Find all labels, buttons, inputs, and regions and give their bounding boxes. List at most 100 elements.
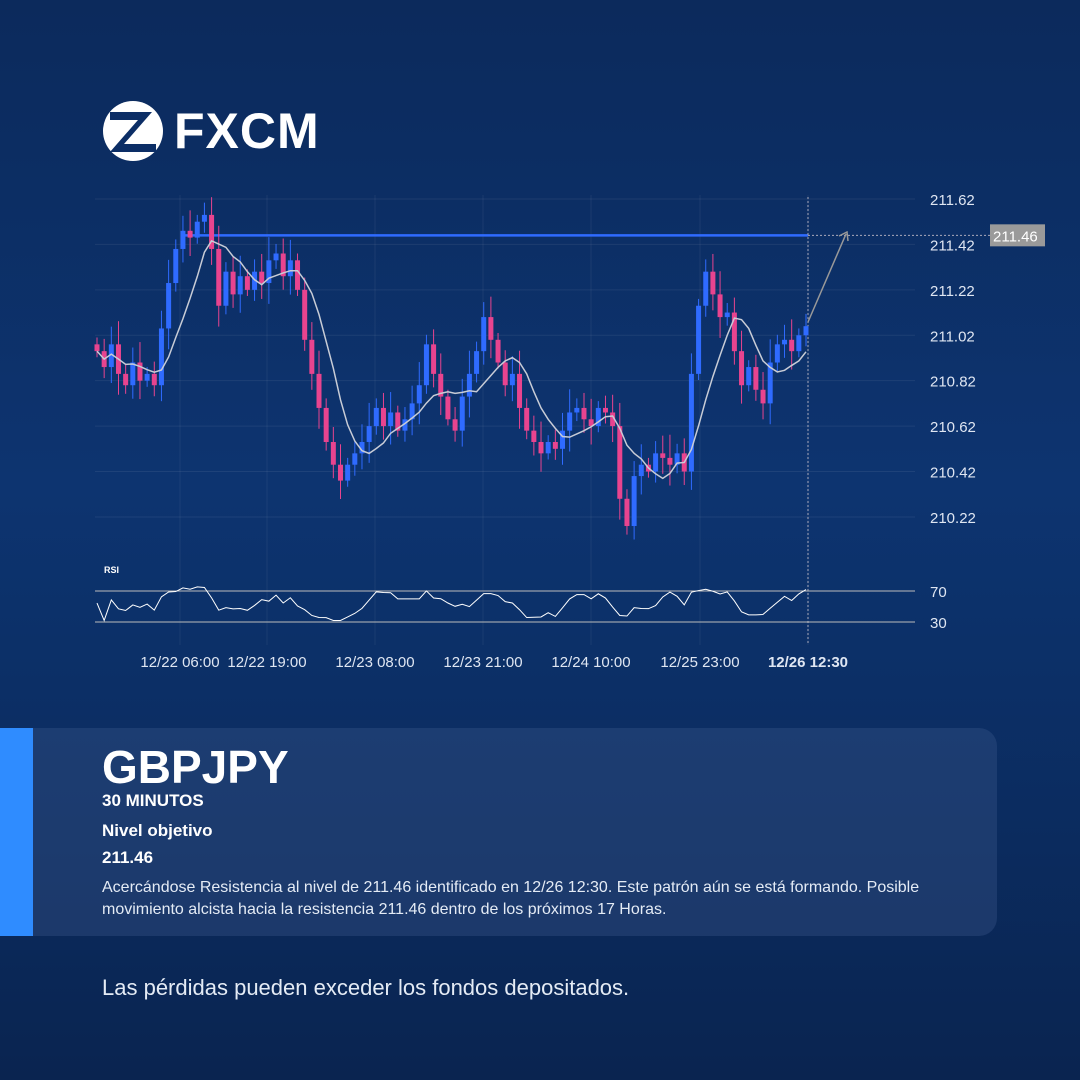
- candle-body: [187, 230, 193, 238]
- y-tick-label: 211.62: [930, 192, 975, 209]
- candle-body: [703, 271, 709, 306]
- candle-body: [302, 289, 308, 340]
- candle-body: [531, 430, 537, 442]
- candle-body: [509, 373, 515, 386]
- x-tick-label: 12/23 21:00: [443, 654, 522, 671]
- candle-body: [459, 396, 465, 431]
- candle-body: [180, 230, 186, 249]
- candle-body: [252, 271, 258, 290]
- candle-body: [266, 260, 272, 284]
- candle-body: [624, 498, 630, 527]
- candle-body: [273, 253, 279, 261]
- candle-body: [395, 412, 401, 431]
- resistance-price-badge: [990, 224, 1045, 247]
- x-tick-label: 12/23 08:00: [335, 654, 414, 671]
- candle-body: [696, 305, 702, 374]
- candle-body: [538, 441, 544, 454]
- candle-body: [173, 248, 179, 284]
- y-tick-label: 211.42: [930, 237, 975, 254]
- candle-body: [309, 339, 315, 374]
- candle-body: [796, 335, 802, 352]
- candle-body: [380, 407, 386, 427]
- symbol: GBPJPY: [102, 741, 289, 793]
- candle-body: [760, 389, 766, 404]
- candle-body: [502, 362, 508, 386]
- candle-body: [710, 271, 716, 295]
- candle-body: [517, 373, 523, 408]
- candle-body: [445, 396, 451, 420]
- candle-body: [209, 214, 215, 249]
- candle-body: [767, 362, 773, 404]
- moving-average-line: [96, 239, 807, 480]
- candle-body: [230, 271, 236, 295]
- candle-body: [545, 441, 551, 454]
- candle-body: [731, 312, 737, 352]
- rsi-line: [96, 586, 807, 622]
- timeframe: 30 MINUTOS: [102, 791, 204, 810]
- price-chart: 211.62 211.42 211.22 211.02 210.82 210.62 210.…: [94, 192, 1045, 671]
- candle-body: [259, 271, 265, 284]
- candle-body: [595, 407, 601, 427]
- candle-body: [144, 373, 150, 381]
- candle-body: [402, 419, 408, 431]
- y-tick-label: 210.82: [930, 374, 976, 391]
- candle-body: [295, 260, 301, 290]
- candle-body: [567, 412, 573, 431]
- candle-body: [524, 407, 530, 431]
- candle-body: [688, 373, 694, 472]
- projection-arrow: [807, 233, 847, 323]
- candle-body: [416, 385, 422, 404]
- candle-body: [352, 453, 358, 465]
- candle-body: [717, 294, 723, 318]
- candle-body: [581, 407, 587, 420]
- candle-body: [488, 317, 494, 340]
- candle-body: [481, 317, 487, 352]
- rsi-label: RSI: [104, 565, 119, 575]
- candle-body: [345, 464, 351, 481]
- candle-body: [789, 339, 795, 352]
- rsi-level-label: 70: [930, 584, 947, 601]
- candle-body: [216, 248, 222, 306]
- candle-body: [388, 412, 394, 427]
- candle-body: [803, 326, 809, 336]
- candle-body: [287, 260, 293, 277]
- candle-body: [137, 362, 143, 381]
- candle-body: [438, 373, 444, 397]
- candle-body: [753, 367, 759, 390]
- fxcm-logo: FXCM: [102, 98, 320, 164]
- candle-body: [244, 276, 250, 290]
- candle-body: [602, 407, 608, 413]
- candle-body: [560, 430, 566, 449]
- target-value: 211.46: [102, 848, 154, 867]
- candle-body: [674, 453, 680, 465]
- candle-body: [130, 362, 136, 386]
- x-tick-label: 12/26 12:30: [768, 654, 848, 671]
- candle-body: [466, 373, 472, 397]
- candle-body: [151, 373, 157, 386]
- candle-body: [237, 276, 243, 295]
- candle-body: [359, 441, 365, 454]
- projection-arrow-head: [838, 230, 849, 242]
- x-tick-label: 12/25 23:00: [660, 654, 739, 671]
- candle-body: [194, 221, 200, 238]
- x-tick-label: 12/22 06:00: [140, 654, 219, 671]
- candle-body: [610, 412, 616, 427]
- candle-body: [366, 426, 372, 442]
- candle-body: [330, 441, 336, 465]
- y-tick-label: 210.42: [930, 465, 976, 482]
- candle-body: [373, 407, 379, 427]
- candle-body: [774, 344, 780, 363]
- description: Acercándose Resistencia al nivel de 211.…: [102, 879, 920, 918]
- candle-body: [158, 328, 164, 386]
- candle-body: [495, 339, 501, 363]
- candle-body: [123, 373, 129, 386]
- candle-body: [323, 407, 329, 442]
- signal-card: [0, 728, 997, 936]
- y-tick-label: 210.22: [930, 510, 976, 527]
- candle-body: [337, 464, 343, 481]
- candle-body: [431, 344, 437, 374]
- target-label: Nivel objetivo: [102, 821, 213, 840]
- fxcm-logo-icon: [103, 101, 163, 161]
- candle-body: [94, 344, 100, 352]
- candle-body: [746, 367, 752, 386]
